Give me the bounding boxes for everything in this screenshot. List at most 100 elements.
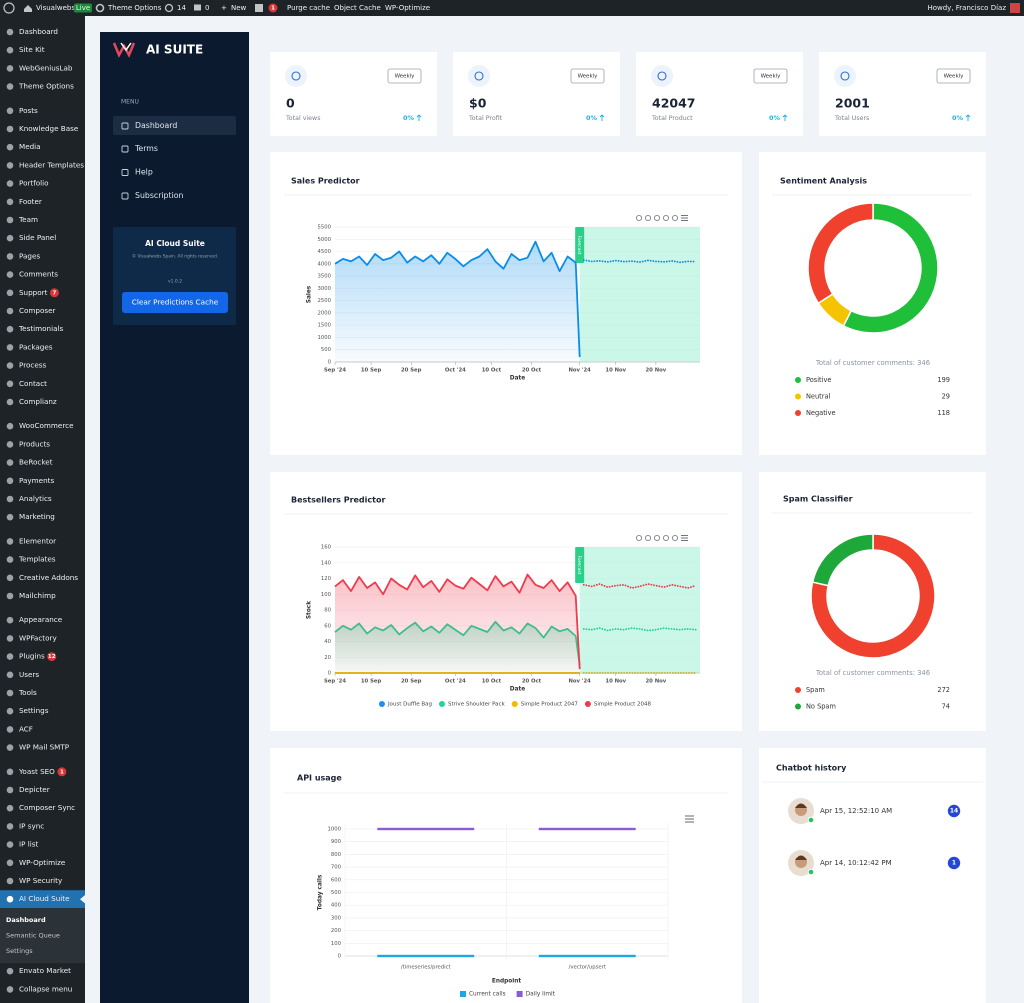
menu-item[interactable]: Footer	[19, 197, 42, 206]
period-label[interactable]: Weekly	[944, 74, 965, 80]
toolbar-icon[interactable]	[636, 535, 643, 542]
bar	[538, 954, 636, 958]
period-label[interactable]: Weekly	[395, 74, 416, 80]
purge-cache[interactable]: Purge cache	[287, 4, 330, 12]
nav-item[interactable]: Help	[135, 168, 153, 177]
menu-item[interactable]: Settings	[19, 706, 49, 715]
menu-item[interactable]: AI Cloud Suite	[19, 894, 70, 903]
menu-item[interactable]: Creative Addons	[19, 573, 78, 582]
chat-time[interactable]: Apr 14, 10:12:42 PM	[820, 859, 892, 867]
menu-item[interactable]: Templates	[18, 555, 56, 564]
menu-item[interactable]: Comments	[19, 270, 58, 279]
submenu-item[interactable]: Settings	[6, 947, 33, 955]
menu-item[interactable]: WebGeniusLab	[19, 63, 73, 72]
submenu-item[interactable]: Dashboard	[6, 916, 46, 924]
clear-cache-label[interactable]: Clear Predictions Cache	[132, 298, 219, 307]
menu-item[interactable]: Payments	[19, 476, 54, 485]
menu-item[interactable]: Contact	[19, 379, 47, 388]
object-cache[interactable]: Object Cache	[334, 4, 381, 12]
menu-item[interactable]: Portfolio	[19, 179, 49, 188]
menu-item[interactable]: Plugins	[19, 652, 45, 661]
menu-item[interactable]: WP-Optimize	[19, 858, 66, 867]
menu-item[interactable]: Yoast SEO	[18, 767, 55, 776]
legend-label[interactable]: Simple Product 2047	[521, 702, 579, 708]
menu-item[interactable]: WP Mail SMTP	[19, 743, 70, 752]
legend-label[interactable]: Current calls	[469, 992, 506, 998]
menu-item[interactable]: Knowledge Base	[19, 124, 79, 133]
nav-item[interactable]: Dashboard	[135, 121, 177, 130]
menu-item[interactable]: Marketing	[19, 512, 55, 521]
menu-item[interactable]: Pages	[19, 251, 40, 260]
menu-item[interactable]: Theme Options	[18, 82, 74, 91]
menu-item[interactable]: Composer	[19, 306, 56, 315]
period-label[interactable]: Weekly	[761, 74, 782, 80]
wp-optimize[interactable]: WP-Optimize	[385, 4, 430, 12]
menu-item[interactable]: Packages	[19, 342, 53, 351]
submenu-item[interactable]: Semantic Queue	[6, 932, 60, 940]
howdy[interactable]: Howdy, Francisco Díaz	[927, 4, 1006, 12]
toolbar-icon[interactable]	[663, 214, 670, 221]
nav-item[interactable]: Subscription	[135, 191, 184, 200]
menu-item[interactable]: Team	[18, 215, 38, 224]
menu-item[interactable]: Products	[19, 439, 50, 448]
menu-item[interactable]: Testimonials	[18, 324, 64, 333]
new-link[interactable]: New	[231, 4, 247, 12]
menu-item[interactable]: Process	[19, 361, 47, 370]
menu-item[interactable]: Side Panel	[19, 233, 56, 242]
toolbar-icon[interactable]	[672, 535, 679, 542]
menu-item[interactable]: Users	[19, 670, 39, 679]
menu-item[interactable]: Collapse menu	[19, 984, 72, 993]
menu-item[interactable]: Complianz	[19, 397, 57, 406]
toolbar-icon[interactable]	[636, 214, 643, 221]
menu-item[interactable]: Depicter	[19, 785, 50, 794]
toolbar-icon[interactable]	[645, 214, 652, 221]
nav-item[interactable]: Terms	[134, 144, 158, 153]
toolbar-menu[interactable]	[681, 215, 688, 221]
menu-item[interactable]: Site Kit	[19, 45, 45, 54]
menu-icon[interactable]	[685, 815, 694, 823]
legend-label[interactable]: Simple Product 2048	[594, 702, 652, 708]
menu-icon	[6, 616, 14, 624]
period-label[interactable]: Weekly	[578, 74, 599, 80]
menu-item[interactable]: ACF	[19, 724, 33, 733]
menu-item[interactable]: IP list	[19, 840, 38, 849]
comments-count[interactable]: 0	[205, 4, 209, 12]
legend-label[interactable]: Daily limit	[526, 992, 556, 998]
theme-options[interactable]: Theme Options	[107, 4, 162, 12]
toolbar-icon[interactable]	[654, 214, 661, 221]
site-name[interactable]: Visualwebs	[36, 4, 75, 12]
menu-item[interactable]: Envato Market	[19, 966, 71, 975]
menu-item[interactable]: Appearance	[19, 615, 63, 624]
menu-item[interactable]: Tools	[18, 688, 37, 697]
menu-item[interactable]: Analytics	[19, 494, 52, 503]
period-button[interactable]	[753, 68, 788, 84]
menu-item[interactable]: Header Templates	[19, 160, 84, 169]
menu-item[interactable]: Dashboard	[19, 27, 58, 36]
toolbar-icon[interactable]	[672, 214, 679, 221]
menu-item[interactable]: WP Security	[19, 876, 63, 885]
menu-item[interactable]: WooCommerce	[19, 421, 74, 430]
toolbar-icon[interactable]	[654, 535, 661, 542]
toolbar-icon[interactable]	[645, 535, 652, 542]
wp-logo[interactable]	[3, 2, 15, 14]
menu-item[interactable]: Media	[19, 142, 41, 151]
chat-time[interactable]: Apr 15, 12:52:10 AM	[820, 807, 892, 815]
toolbar-icon[interactable]	[663, 535, 670, 542]
menu-item[interactable]: Posts	[19, 106, 38, 115]
menu-item[interactable]: Composer Sync	[19, 803, 75, 812]
legend-label[interactable]: Strive Shoulder Pack	[448, 702, 506, 708]
toolbar-menu[interactable]	[681, 535, 688, 541]
menu-item[interactable]: Support	[19, 288, 48, 297]
legend-label[interactable]: Joust Duffle Bag	[387, 702, 432, 708]
updates-count[interactable]: 14	[177, 4, 186, 12]
menu-item[interactable]: Elementor	[19, 536, 56, 545]
menu-item[interactable]: IP sync	[19, 821, 44, 830]
menu-item[interactable]: Mailchimp	[19, 591, 56, 600]
menu-item[interactable]: WPFactory	[19, 633, 57, 642]
period-button[interactable]	[936, 68, 971, 84]
menu-item[interactable]: BeRocket	[19, 458, 53, 467]
period-button[interactable]	[570, 68, 605, 84]
clear-cache-button[interactable]	[122, 292, 228, 313]
period-button[interactable]	[387, 68, 422, 84]
y-tick-label: 3000	[318, 286, 332, 292]
